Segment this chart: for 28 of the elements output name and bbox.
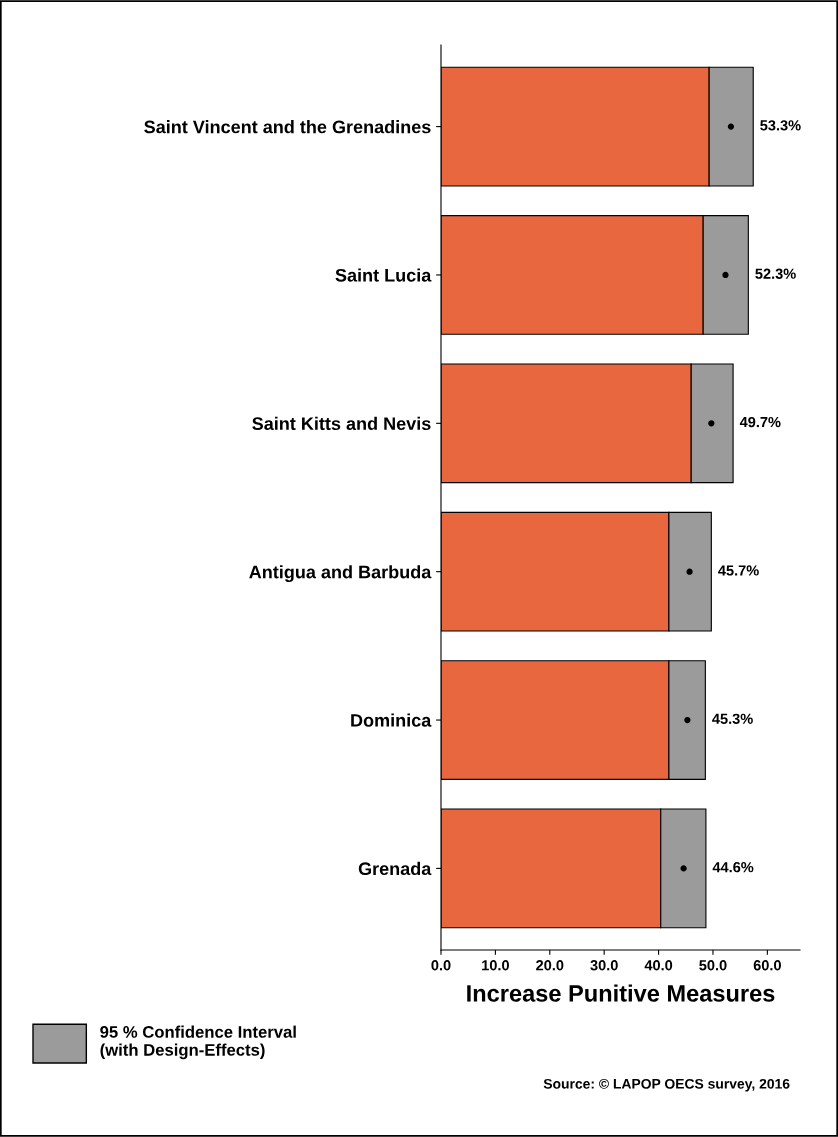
data-label: 52.3% — [755, 268, 796, 279]
x-tick-label: 40.0 — [644, 960, 673, 971]
data-label: 45.7% — [718, 565, 759, 576]
y-tick-label: Saint Kitts and Nevis — [252, 416, 431, 431]
point — [708, 420, 715, 427]
y-tick-label: Saint Lucia — [335, 268, 432, 282]
y-tick-label: Grenada — [358, 861, 432, 876]
x-tick-label: 10.0 — [482, 960, 509, 971]
source-note: Source: © LAPOP OECS survey, 2016 — [543, 1078, 790, 1092]
data-label: 53.3% — [760, 120, 801, 131]
point — [722, 271, 729, 279]
data-label: 49.7% — [739, 416, 781, 428]
point — [684, 716, 691, 724]
point — [727, 123, 735, 130]
x-tick-label: 20.0 — [536, 960, 564, 971]
y-tick-label: Antigua and Barbuda — [249, 565, 432, 583]
point — [680, 865, 687, 872]
x-tick-label: 0.0 — [431, 960, 451, 971]
x-tick-label: 30.0 — [590, 960, 618, 971]
data-label: 44.6% — [712, 861, 754, 873]
x-axis-title: Increase Punitive Measures — [467, 984, 775, 1002]
y-tick-label: Dominica — [351, 713, 432, 727]
x-tick-label: 60.0 — [753, 960, 781, 971]
data-label: 45.3% — [712, 713, 753, 724]
point — [686, 568, 693, 575]
y-tick-label: Saint Vincent and the Grenadines — [144, 120, 431, 134]
x-tick-label: 50.0 — [699, 960, 727, 971]
legend-label: 95 % Confidence Interval (with Design-Effects) — [100, 1025, 296, 1060]
